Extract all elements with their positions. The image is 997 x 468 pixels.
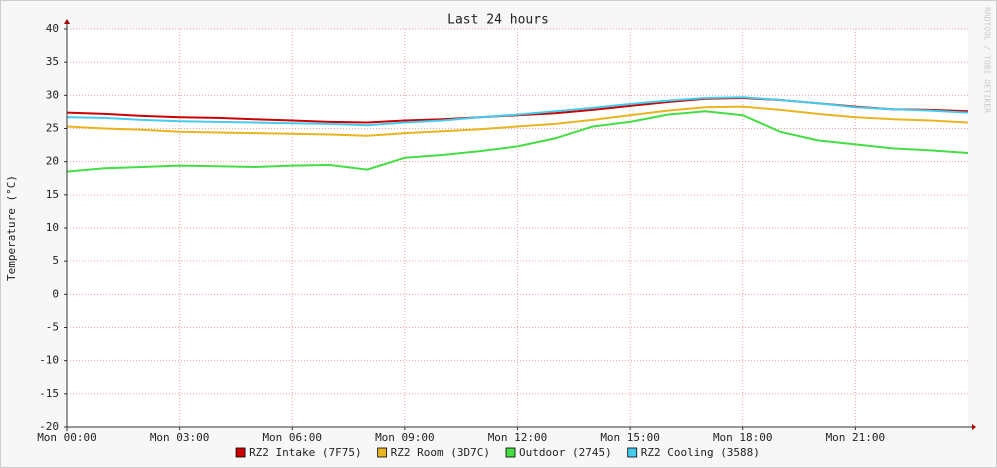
x-tick-label: Mon 06:00 <box>262 431 322 444</box>
x-tick-label: Mon 15:00 <box>600 431 660 444</box>
series-line <box>66 96 969 127</box>
legend-label: RZ2 Room (3D7C) <box>391 446 490 459</box>
legend-swatch <box>627 447 638 458</box>
x-tick-label: Mon 09:00 <box>375 431 435 444</box>
y-tick-label: 25 <box>46 122 59 135</box>
y-tick-label: -5 <box>46 321 59 334</box>
legend-label: RZ2 Intake (7F75) <box>249 446 362 459</box>
x-tick-label: Mon 18:00 <box>713 431 773 444</box>
legend-label: Outdoor (2745) <box>519 446 612 459</box>
x-tick-label: Mon 12:00 <box>488 431 548 444</box>
y-tick-label: 20 <box>46 155 59 168</box>
legend-swatch <box>505 447 516 458</box>
legend-label: RZ2 Cooling (3588) <box>641 446 760 459</box>
x-arrow <box>972 424 976 430</box>
series-line <box>66 105 969 137</box>
y-tick-label: 35 <box>46 55 59 68</box>
y-tick-label: 15 <box>46 188 59 201</box>
y-tick-label: 10 <box>46 221 59 234</box>
y-tick-label: 40 <box>46 22 59 35</box>
y-tick-label: -20 <box>39 420 59 433</box>
watermark: RRDTOOL / TOBI OETIKER <box>983 7 992 113</box>
chart-title: Last 24 hours <box>447 13 549 28</box>
y-axis-label: Temperature (°C) <box>5 175 18 281</box>
y-tick-label: 30 <box>46 88 59 101</box>
y-arrow <box>64 19 70 24</box>
y-tick-label: -10 <box>39 354 59 367</box>
legend-swatch <box>235 447 246 458</box>
x-tick-label: Mon 03:00 <box>150 431 210 444</box>
x-tick-label: Mon 00:00 <box>37 431 97 444</box>
x-tick-label: Mon 21:00 <box>826 431 886 444</box>
y-tick-label: -15 <box>39 387 59 400</box>
y-tick-label: 0 <box>52 287 59 300</box>
legend-swatch <box>377 447 388 458</box>
series-line <box>66 110 969 173</box>
y-tick-label: 5 <box>52 254 59 267</box>
